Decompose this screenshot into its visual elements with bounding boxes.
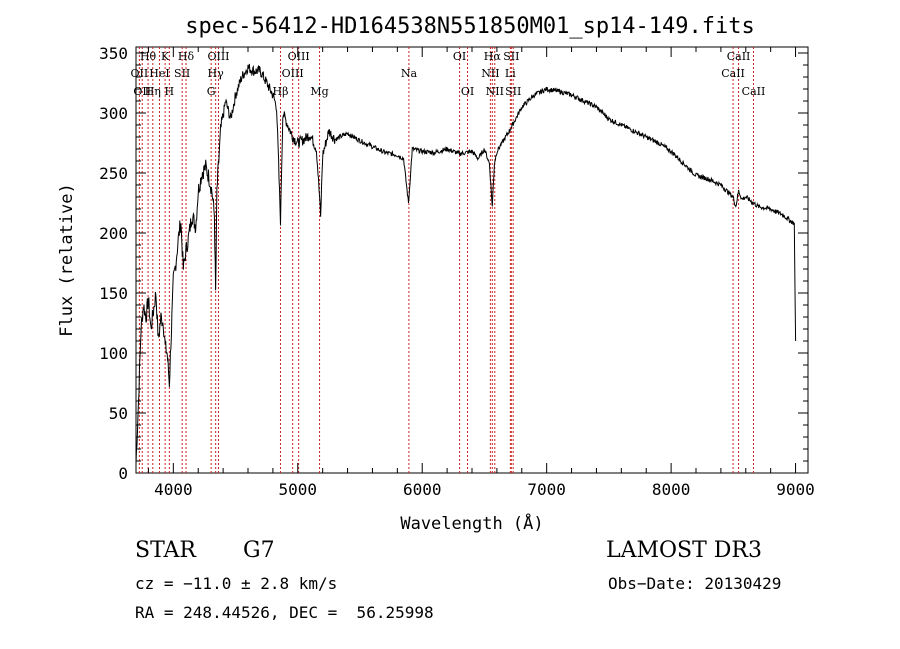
x-tick-label: 4000 xyxy=(154,480,193,499)
line-marker-label: OIII xyxy=(282,67,304,80)
line-marker-label: Hδ xyxy=(178,50,195,63)
x-tick-label: 6000 xyxy=(403,480,442,499)
x-tick-label: 7000 xyxy=(527,480,566,499)
line-marker-label: SII xyxy=(174,67,190,80)
y-tick-label: 300 xyxy=(99,104,128,123)
line-marker-label: NII xyxy=(481,67,499,80)
line-marker-label: SII xyxy=(503,50,519,63)
line-marker-label: OI xyxy=(453,50,466,63)
line-marker-label: Mg xyxy=(310,85,328,98)
line-marker-label: OII xyxy=(131,67,149,80)
survey-name: LAMOST DR3 xyxy=(606,538,762,563)
x-axis-label: Wavelength (Å) xyxy=(400,512,543,534)
line-marker-label: OIII xyxy=(207,50,229,63)
line-marker-label: K xyxy=(161,50,170,63)
x-tick-label: 5000 xyxy=(279,480,318,499)
x-tick-label: 9000 xyxy=(776,480,815,499)
chart-title: spec-56412-HD164538N551850M01_sp14-149.f… xyxy=(185,14,755,39)
line-marker-label: OI xyxy=(461,85,474,98)
line-marker-label: HeI xyxy=(149,67,169,80)
y-axis: 0 50 100 150 200 250 300 350 xyxy=(99,44,808,483)
y-tick-label: 350 xyxy=(99,44,128,63)
line-marker-label: OIII xyxy=(288,50,310,63)
object-class: STAR xyxy=(135,538,196,563)
line-marker-label: Hα xyxy=(484,50,502,63)
line-markers xyxy=(138,47,754,473)
y-tick-label: 200 xyxy=(99,224,128,243)
line-marker-label: CaII xyxy=(742,85,766,98)
line-marker-label: H xyxy=(165,85,175,98)
y-tick-label: 50 xyxy=(109,404,128,423)
line-marker-label: NII xyxy=(486,85,504,98)
line-marker-label: Hη xyxy=(145,85,161,98)
line-marker-label: Hβ xyxy=(273,85,289,98)
spectrum-line xyxy=(135,63,797,464)
y-tick-label: 150 xyxy=(99,284,128,303)
y-axis-label: Flux (relative) xyxy=(57,183,77,337)
coordinates: RA = 248.44526, DEC = 56.25998 xyxy=(135,603,434,622)
line-marker-labels: OIIOIIHθHηHeIKHSIIHδHγGOIIIHβOIIIOIIIMgN… xyxy=(131,50,766,98)
line-marker-label: OII xyxy=(133,85,151,98)
line-marker-label: CaII xyxy=(727,50,751,63)
redshift-cz: cz = −11.0 ± 2.8 km/s xyxy=(135,574,338,593)
line-marker-label: Na xyxy=(401,67,418,80)
observation-date: Obs−Date: 20130429 xyxy=(608,574,782,593)
object-subclass: G7 xyxy=(243,538,275,563)
line-marker-label: SII xyxy=(505,85,521,98)
plot-frame xyxy=(135,46,809,474)
y-tick-label: 0 xyxy=(118,464,128,483)
line-marker-label: CaII xyxy=(721,67,745,80)
x-axis: 4000 5000 6000 7000 8000 9000 xyxy=(147,47,815,499)
line-marker-label: Li xyxy=(505,67,516,80)
line-marker-label: G xyxy=(207,85,216,98)
y-tick-label: 100 xyxy=(99,344,128,363)
line-marker-label: Hγ xyxy=(208,67,225,80)
x-tick-label: 8000 xyxy=(652,480,691,499)
y-tick-label: 250 xyxy=(99,164,128,183)
spectrum-series xyxy=(135,63,797,464)
